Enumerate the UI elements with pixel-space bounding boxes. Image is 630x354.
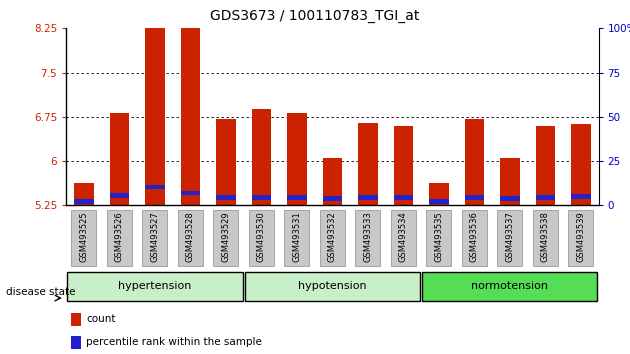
Bar [358,123,377,205]
FancyBboxPatch shape [71,210,96,266]
Text: disease state: disease state [6,287,76,297]
Bar [500,196,520,201]
Text: GSM493536: GSM493536 [470,211,479,262]
Bar [71,336,81,349]
Text: GSM493527: GSM493527 [151,211,159,262]
Bar [181,27,200,205]
Bar [181,190,200,195]
Bar [500,158,520,205]
Bar [536,195,555,200]
Text: percentile rank within the sample: percentile rank within the sample [86,337,262,348]
Text: GSM493528: GSM493528 [186,211,195,262]
FancyBboxPatch shape [320,210,345,266]
Bar [216,195,236,200]
FancyBboxPatch shape [214,210,238,266]
FancyBboxPatch shape [568,210,593,266]
Text: GDS3673 / 100110783_TGI_at: GDS3673 / 100110783_TGI_at [210,9,420,23]
Text: count: count [86,314,116,325]
Bar [429,199,449,204]
Bar [394,195,413,200]
FancyBboxPatch shape [497,210,522,266]
Bar [251,109,271,205]
Text: GSM493532: GSM493532 [328,211,337,262]
Bar [464,195,484,200]
FancyBboxPatch shape [422,273,597,301]
Text: hypertension: hypertension [118,281,192,291]
Bar [394,126,413,205]
Text: GSM493537: GSM493537 [505,211,514,262]
Bar [71,313,81,326]
FancyBboxPatch shape [142,210,168,266]
Text: GSM493538: GSM493538 [541,211,550,262]
Bar [323,196,342,201]
FancyBboxPatch shape [462,210,487,266]
Bar [216,119,236,205]
Bar [571,125,590,205]
Bar [74,183,94,205]
Text: GSM493534: GSM493534 [399,211,408,262]
Text: hypotension: hypotension [298,281,367,291]
Bar [145,21,164,205]
FancyBboxPatch shape [107,210,132,266]
Text: GSM493530: GSM493530 [257,211,266,262]
FancyBboxPatch shape [355,210,381,266]
Bar [464,119,484,205]
Text: GSM493531: GSM493531 [292,211,301,262]
Bar [571,194,590,199]
Bar [287,195,307,200]
Bar [110,193,129,198]
Bar [74,199,94,204]
FancyBboxPatch shape [249,210,274,266]
Bar [323,158,342,205]
Bar [536,126,555,205]
Text: normotension: normotension [471,281,548,291]
Bar [110,113,129,205]
FancyBboxPatch shape [391,210,416,266]
FancyBboxPatch shape [244,273,420,301]
Bar [429,183,449,205]
FancyBboxPatch shape [178,210,203,266]
FancyBboxPatch shape [533,210,558,266]
Text: GSM493539: GSM493539 [576,211,585,262]
Bar [358,195,377,200]
Text: GSM493533: GSM493533 [364,211,372,262]
Text: GSM493525: GSM493525 [79,211,88,262]
FancyBboxPatch shape [67,273,243,301]
Text: GSM493535: GSM493535 [434,211,444,262]
Bar [287,113,307,205]
FancyBboxPatch shape [284,210,309,266]
Text: GSM493529: GSM493529 [221,211,231,262]
Text: GSM493526: GSM493526 [115,211,124,262]
Bar [251,195,271,200]
Bar [145,185,164,189]
FancyBboxPatch shape [427,210,451,266]
